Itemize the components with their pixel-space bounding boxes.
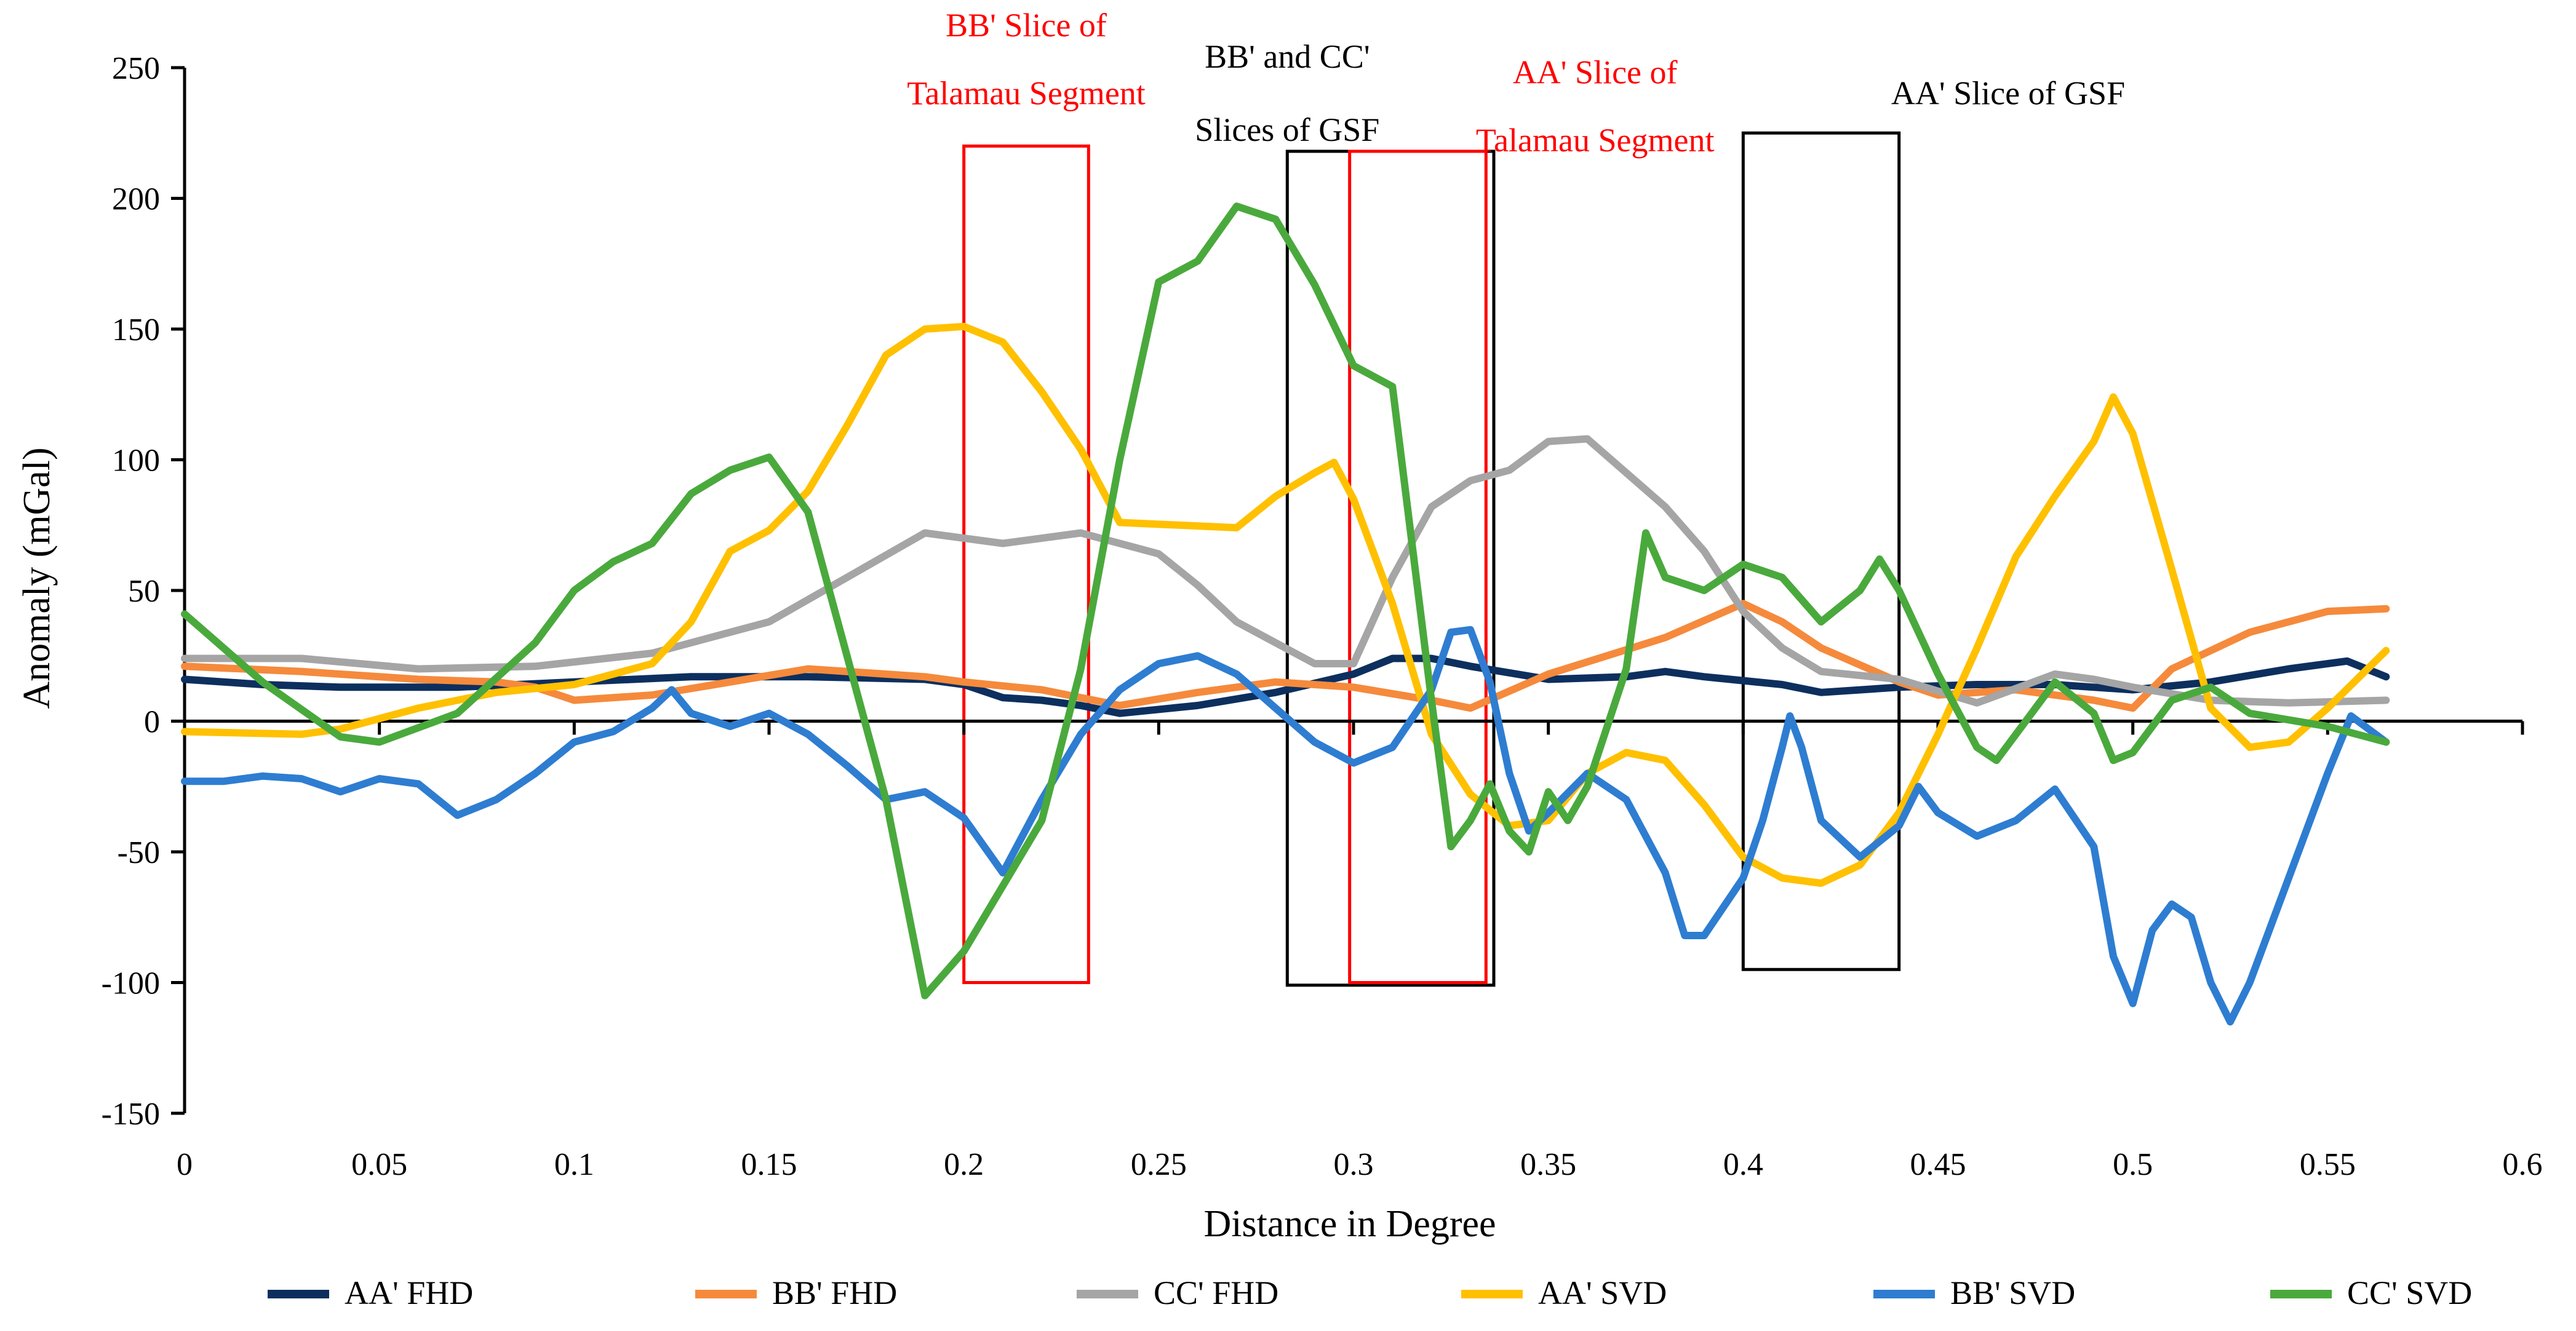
y-tick-label: 0 (144, 705, 160, 740)
y-tick-label: 100 (112, 443, 160, 479)
annotation-label: BB' and CC' (1205, 38, 1370, 75)
annotation-label: Talamau Segment (1476, 122, 1715, 159)
x-tick-label: 0.6 (2503, 1147, 2543, 1182)
y-tick-label: 200 (112, 182, 160, 217)
series-layer (181, 202, 2390, 1026)
annotation-box (1348, 149, 1488, 984)
y-tick-label: 50 (128, 574, 160, 609)
x-tick-label: 0.3 (1334, 1147, 1374, 1182)
series-line (181, 202, 2390, 999)
x-tick-label: 0.55 (2300, 1147, 2356, 1182)
x-tick-label: 0.25 (1131, 1147, 1187, 1182)
annotation-label: Talamau Segment (907, 75, 1146, 112)
x-tick-label: 0 (177, 1147, 193, 1182)
y-tick-label: 250 (112, 51, 160, 86)
x-tick-label: 0.1 (554, 1147, 594, 1182)
legend-label: BB' FHD (772, 1274, 897, 1311)
legend-label: AA' FHD (345, 1274, 473, 1311)
annotation-label: AA' Slice of GSF (1891, 75, 2125, 112)
axes-layer: -150 -100 -50 0 50 100 150 200 250 0 0.05 0.1 0.15 0.… (16, 51, 2543, 1245)
series-line (181, 322, 2390, 887)
x-tick-label: 0.4 (1723, 1147, 1763, 1182)
legend-layer: AA' FHD BB' FHD CC' FHD AA' SVD BB' SVD CC' S… (268, 1274, 2472, 1311)
annotation-label: BB' Slice of (946, 7, 1107, 44)
y-tick-label: -150 (102, 1097, 160, 1132)
x-tick-label: 0.2 (944, 1147, 984, 1182)
x-tick-label: 0.35 (1520, 1147, 1576, 1182)
annotation-label: Slices of GSF (1195, 111, 1379, 148)
series-line (181, 626, 2390, 1026)
series-line (181, 435, 2390, 707)
x-axis-title: Distance in Degree (1203, 1203, 1496, 1245)
labels-layer: BB' Slice of Talamau Segment BB' and CC' Sl… (907, 7, 2125, 159)
x-tick-label: 0.5 (2113, 1147, 2153, 1182)
legend-label: CC' SVD (2347, 1274, 2472, 1311)
y-tick-label: -50 (118, 835, 160, 870)
annotation-box (962, 145, 1090, 984)
annotations-layer (962, 131, 1901, 987)
y-tick-label: -100 (102, 966, 160, 1001)
y-axis-title: Anomaly (mGal) (16, 447, 58, 709)
legend-label: CC' FHD (1154, 1274, 1278, 1311)
annotation-box (1741, 131, 1901, 971)
legend-label: BB' SVD (1950, 1274, 2075, 1311)
x-tick-label: 0.05 (351, 1147, 407, 1182)
annotation-label: AA' Slice of (1513, 54, 1678, 91)
legend-label: AA' SVD (1538, 1274, 1667, 1311)
annotation-box (1285, 149, 1496, 987)
x-tick-label: 0.15 (741, 1147, 797, 1182)
y-tick-label: 150 (112, 312, 160, 348)
x-tick-label: 0.45 (1910, 1147, 1966, 1182)
